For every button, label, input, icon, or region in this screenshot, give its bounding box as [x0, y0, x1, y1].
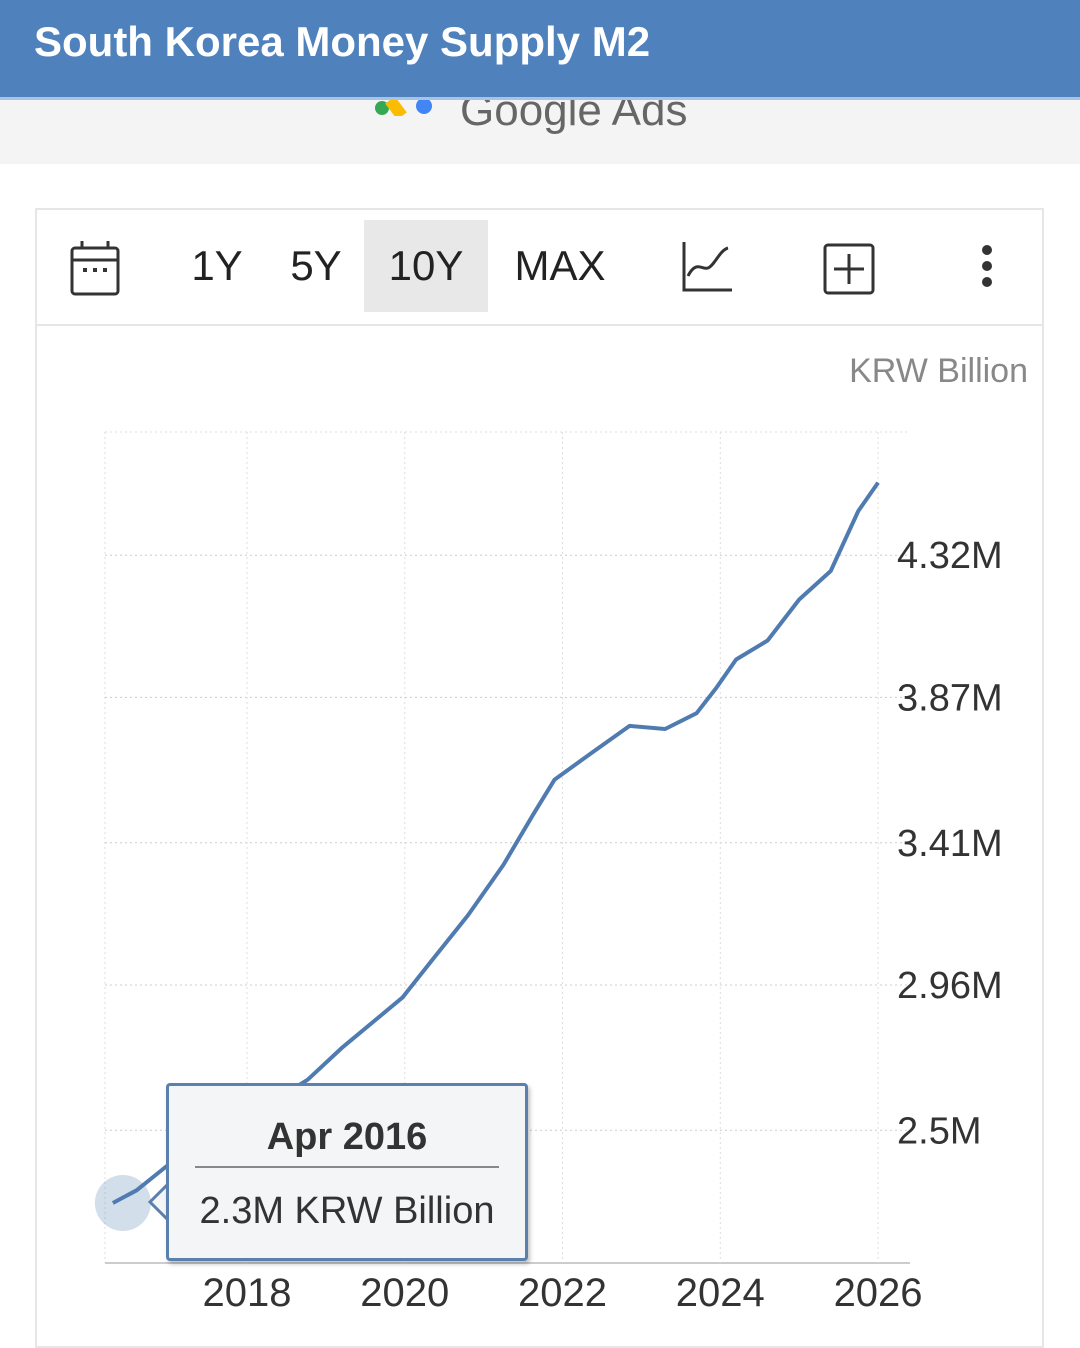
y-tick-label: 4.32M	[897, 535, 1003, 577]
tooltip-divider	[195, 1166, 499, 1168]
y-tick-label: 2.96M	[897, 965, 1003, 1007]
x-tick-label: 2022	[518, 1271, 607, 1315]
x-tick-label: 2018	[202, 1271, 291, 1315]
x-tick-label: 2026	[834, 1271, 923, 1315]
y-tick-label: 3.87M	[897, 677, 1003, 719]
y-tick-label: 2.5M	[897, 1110, 981, 1152]
x-tick-label: 2020	[360, 1271, 449, 1315]
y-tick-label: 3.41M	[897, 823, 1003, 865]
tooltip-date: Apr 2016	[169, 1116, 525, 1159]
x-tick-label: 2024	[676, 1271, 765, 1315]
hover-marker	[95, 1175, 151, 1231]
data-tooltip: Apr 2016 2.3M KRW Billion	[166, 1083, 528, 1261]
tooltip-value: 2.3M KRW Billion	[169, 1190, 525, 1233]
